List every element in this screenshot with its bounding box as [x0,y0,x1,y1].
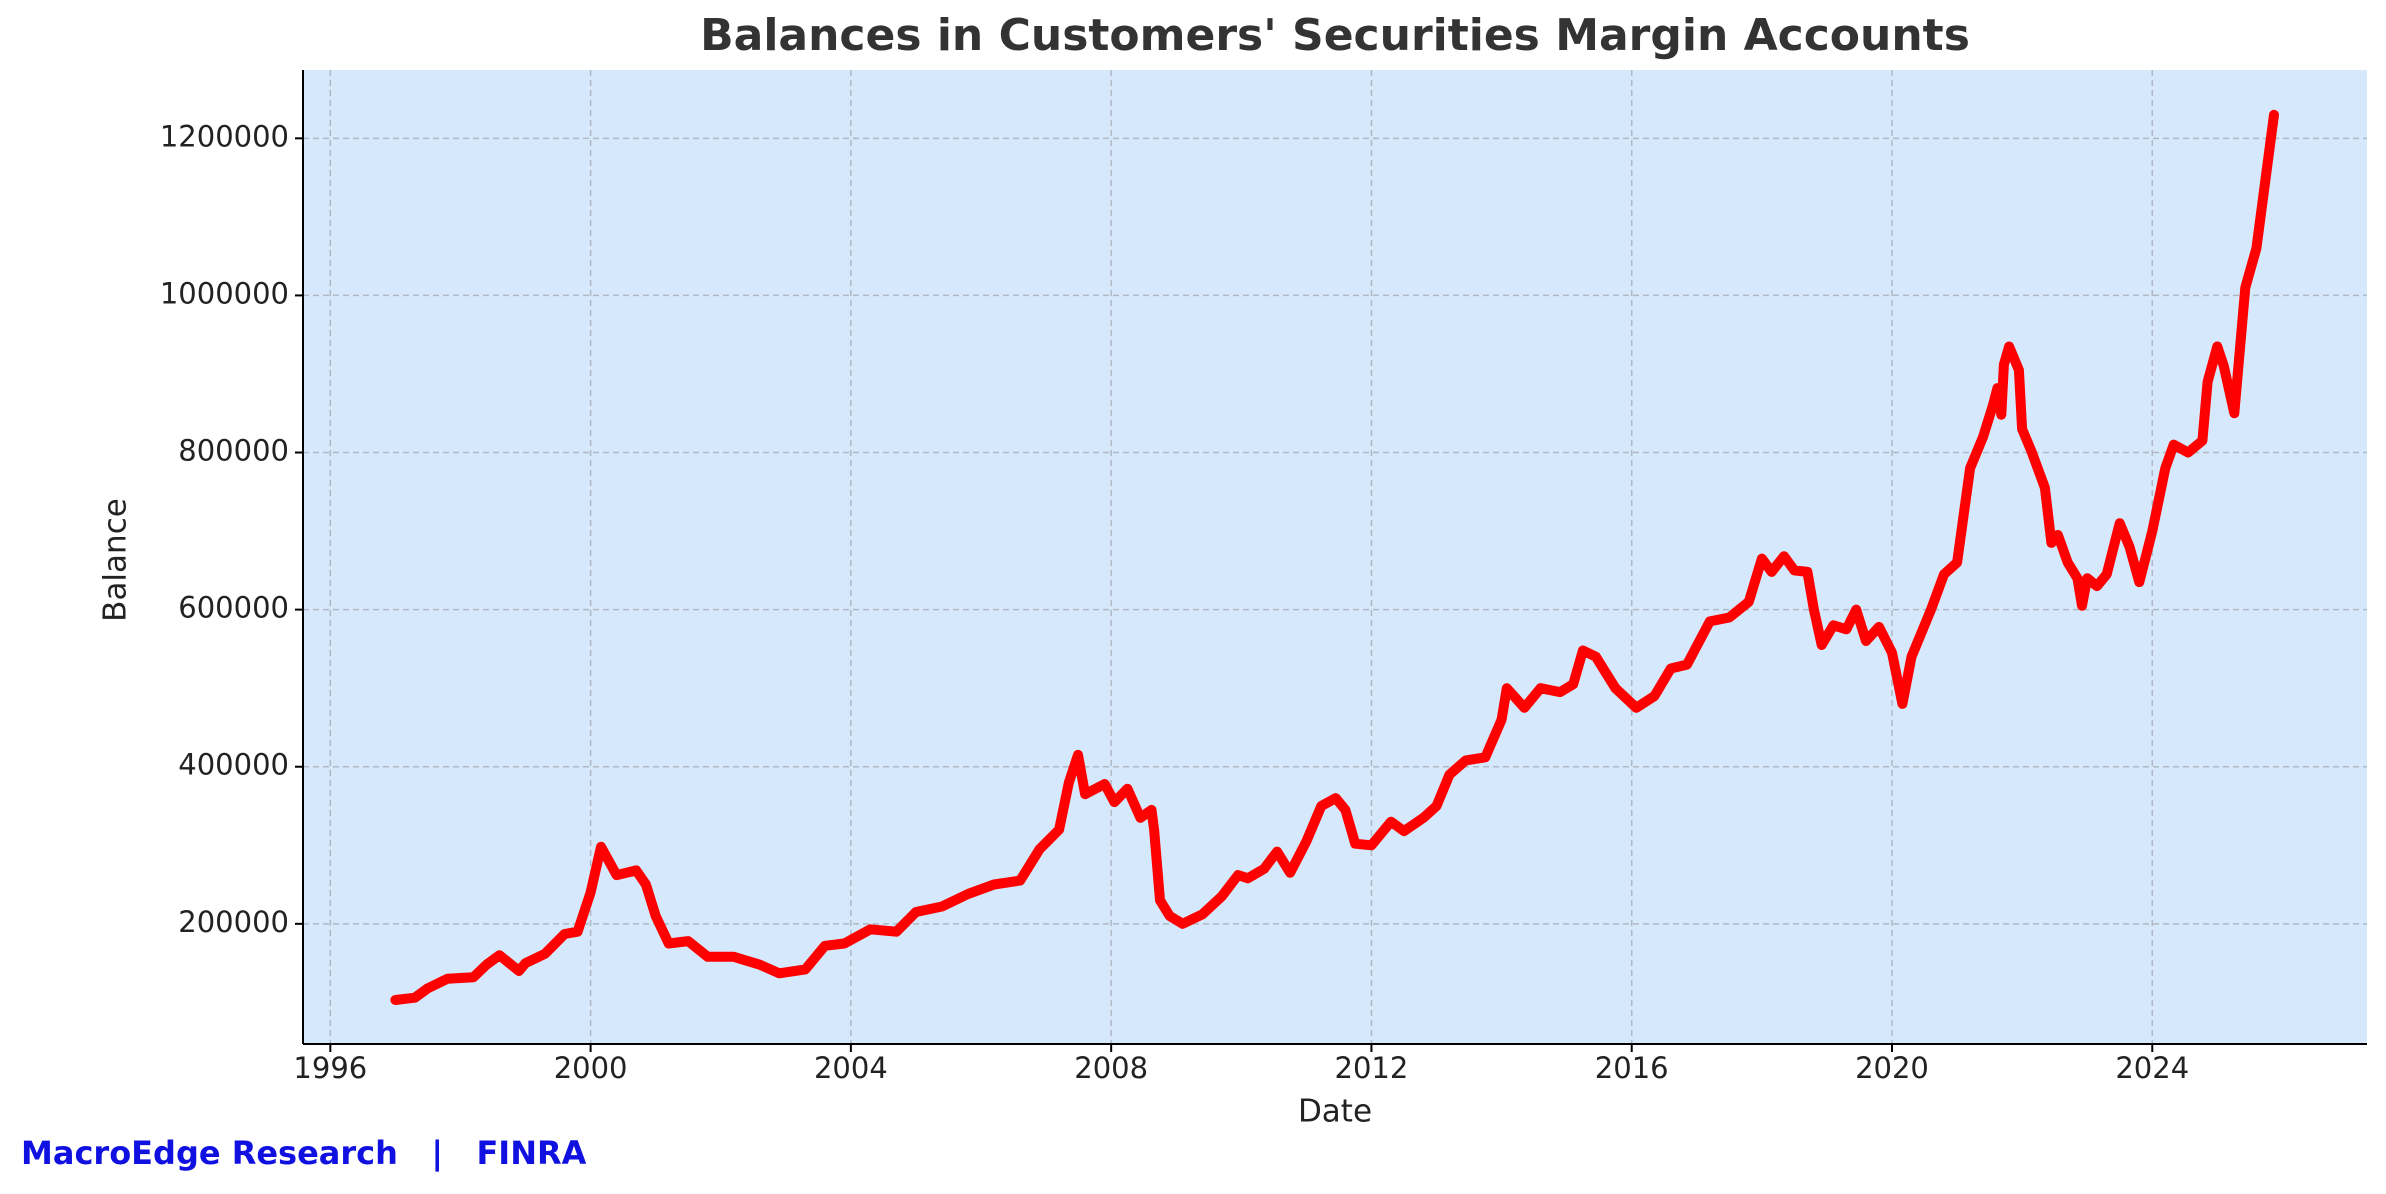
source-note: MacroEdge Research | FINRA [21,1134,587,1173]
y-axis-label: Balance [98,498,134,622]
x-tick-label: 2004 [814,1051,888,1085]
y-tick-label: 800000 [178,434,289,468]
x-axis-label: Date [1298,1094,1372,1130]
x-tick-label: 1996 [293,1051,367,1085]
y-tick-label: 400000 [178,748,289,782]
x-tick-label: 2000 [554,1051,628,1085]
x-tick-label: 2020 [1855,1051,1929,1085]
y-tick-label: 600000 [178,591,289,625]
data-line [390,109,2279,1005]
x-tick-label: 2012 [1335,1051,1409,1085]
y-tick-label: 200000 [178,905,289,939]
x-tick-label: 2016 [1595,1051,1669,1085]
x-tick-label: 2008 [1074,1051,1148,1085]
y-tick-label: 1000000 [160,276,289,310]
chart-title: Balances in Customers' Securities Margin… [700,10,1970,61]
y-tick-label: 1200000 [160,119,289,153]
x-tick-label: 2024 [2115,1051,2189,1085]
plot-background [303,70,2367,1044]
